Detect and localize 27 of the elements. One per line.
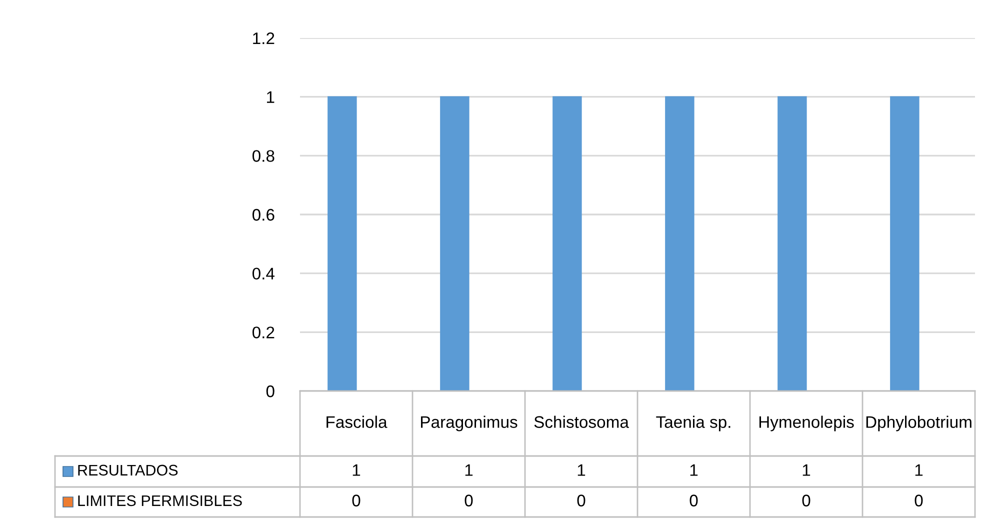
x-tick-label: Hymenolepis [759, 416, 854, 432]
data-label: 0 [690, 494, 698, 506]
data-label: 1 [915, 464, 923, 476]
legend-label: LIMITES PERMISIBLES [78, 495, 242, 506]
x-tick-label: Dphylobotrium [866, 416, 972, 432]
y-tick-label: 0.8 [252, 150, 274, 162]
data-label: 0 [352, 494, 360, 506]
y-tick-label: 0.4 [252, 268, 275, 280]
data-label: 0 [802, 494, 810, 506]
data-label: 1 [465, 464, 473, 476]
x-tick-label: Fasciola [326, 416, 388, 428]
data-label: 0 [464, 494, 473, 506]
x-tick-label: Paragonimus [421, 416, 518, 432]
y-tick-label: 1.2 [253, 32, 274, 44]
legend-label: RESULTADOS [78, 464, 178, 476]
x-tick-label: Taenia sp. [656, 416, 730, 432]
data-label: 0 [577, 494, 586, 506]
data-label: 1 [802, 464, 810, 476]
y-tick-label: 0 [266, 385, 274, 398]
data-label: 1 [690, 464, 698, 476]
y-tick-label: 0.2 [252, 326, 274, 338]
y-tick-label: 0.6 [252, 208, 274, 221]
data-label: 0 [914, 494, 923, 506]
y-tick-label: 1 [267, 91, 274, 103]
data-label: 1 [578, 464, 586, 476]
x-tick-label: Schistosoma [534, 416, 629, 428]
data-label: 1 [352, 464, 360, 476]
